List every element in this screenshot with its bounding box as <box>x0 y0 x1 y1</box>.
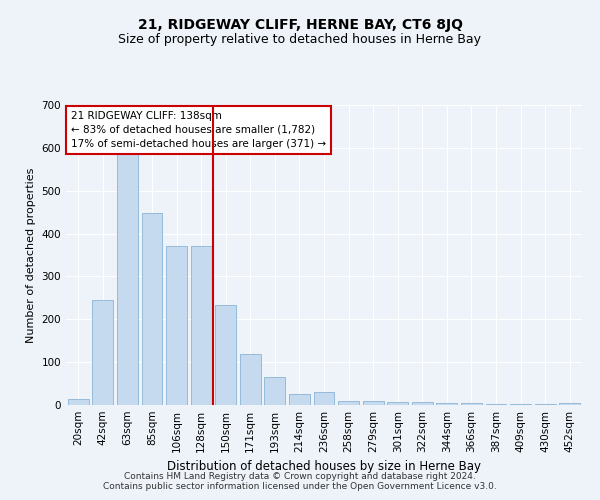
X-axis label: Distribution of detached houses by size in Herne Bay: Distribution of detached houses by size … <box>167 460 481 473</box>
Text: Contains HM Land Registry data © Crown copyright and database right 2024.: Contains HM Land Registry data © Crown c… <box>124 472 476 481</box>
Text: Size of property relative to detached houses in Herne Bay: Size of property relative to detached ho… <box>119 32 482 46</box>
Bar <box>142 214 163 405</box>
Text: 21, RIDGEWAY CLIFF, HERNE BAY, CT6 8JQ: 21, RIDGEWAY CLIFF, HERNE BAY, CT6 8JQ <box>137 18 463 32</box>
Bar <box>485 404 506 405</box>
Text: 21 RIDGEWAY CLIFF: 138sqm
← 83% of detached houses are smaller (1,782)
17% of se: 21 RIDGEWAY CLIFF: 138sqm ← 83% of detac… <box>71 111 326 149</box>
Y-axis label: Number of detached properties: Number of detached properties <box>26 168 36 342</box>
Bar <box>461 403 482 405</box>
Bar <box>191 246 212 405</box>
Bar <box>265 377 286 405</box>
Bar <box>559 403 580 405</box>
Bar <box>362 400 383 405</box>
Bar <box>240 354 261 405</box>
Bar <box>338 400 359 405</box>
Bar <box>387 402 408 405</box>
Bar <box>314 392 334 405</box>
Bar <box>510 404 531 405</box>
Bar <box>412 402 433 405</box>
Bar <box>68 398 89 405</box>
Bar <box>289 394 310 405</box>
Bar <box>166 246 187 405</box>
Bar <box>436 403 457 405</box>
Bar <box>117 154 138 405</box>
Bar <box>215 305 236 405</box>
Bar <box>535 404 556 405</box>
Bar <box>92 300 113 405</box>
Text: Contains public sector information licensed under the Open Government Licence v3: Contains public sector information licen… <box>103 482 497 491</box>
